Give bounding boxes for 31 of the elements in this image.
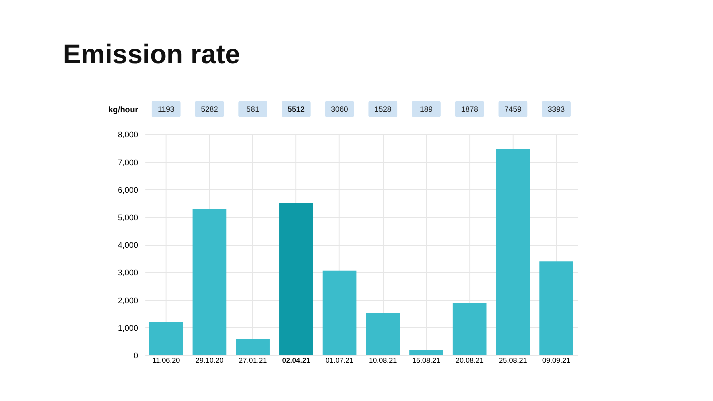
y-tick-label: 1,000 xyxy=(118,324,139,333)
y-tick-label: 7,000 xyxy=(118,158,139,168)
x-tick-label: 29.10.20 xyxy=(196,356,224,366)
y-tick-label: 0 xyxy=(134,352,139,361)
x-tick-label: 10.08.21 xyxy=(369,356,398,366)
y-tick-label: 3,000 xyxy=(118,268,139,278)
x-tick-label: 01.07.21 xyxy=(326,356,354,366)
chart-title: Emission rate xyxy=(63,39,240,70)
bar xyxy=(236,339,270,356)
bar xyxy=(496,149,530,356)
y-tick-label: 2,000 xyxy=(118,296,139,306)
bar xyxy=(410,350,444,356)
bar xyxy=(322,270,357,356)
bar xyxy=(149,322,184,356)
bar xyxy=(452,304,487,356)
bar xyxy=(192,210,227,356)
y-tick-label: 6,000 xyxy=(118,186,139,195)
bar xyxy=(280,203,314,356)
y-tick-label: 5,000 xyxy=(118,213,139,222)
y-tick-label: 8,000 xyxy=(118,130,139,140)
y-axis-title: kg/hour xyxy=(108,105,140,114)
x-tick-label: 09.09.21 xyxy=(542,356,571,366)
x-tick-label: 27.01.21 xyxy=(239,356,268,366)
bar xyxy=(540,262,574,356)
y-tick-label: 4,000 xyxy=(118,241,139,250)
x-tick-label: 20.08.21 xyxy=(456,356,484,366)
x-tick-label: 11.06.20 xyxy=(152,356,180,366)
x-tick-label: 02.04.21 xyxy=(282,356,310,366)
bar xyxy=(366,313,400,356)
x-tick-label: 15.08.21 xyxy=(412,356,441,366)
x-tick-label: 25.08.21 xyxy=(499,356,528,366)
